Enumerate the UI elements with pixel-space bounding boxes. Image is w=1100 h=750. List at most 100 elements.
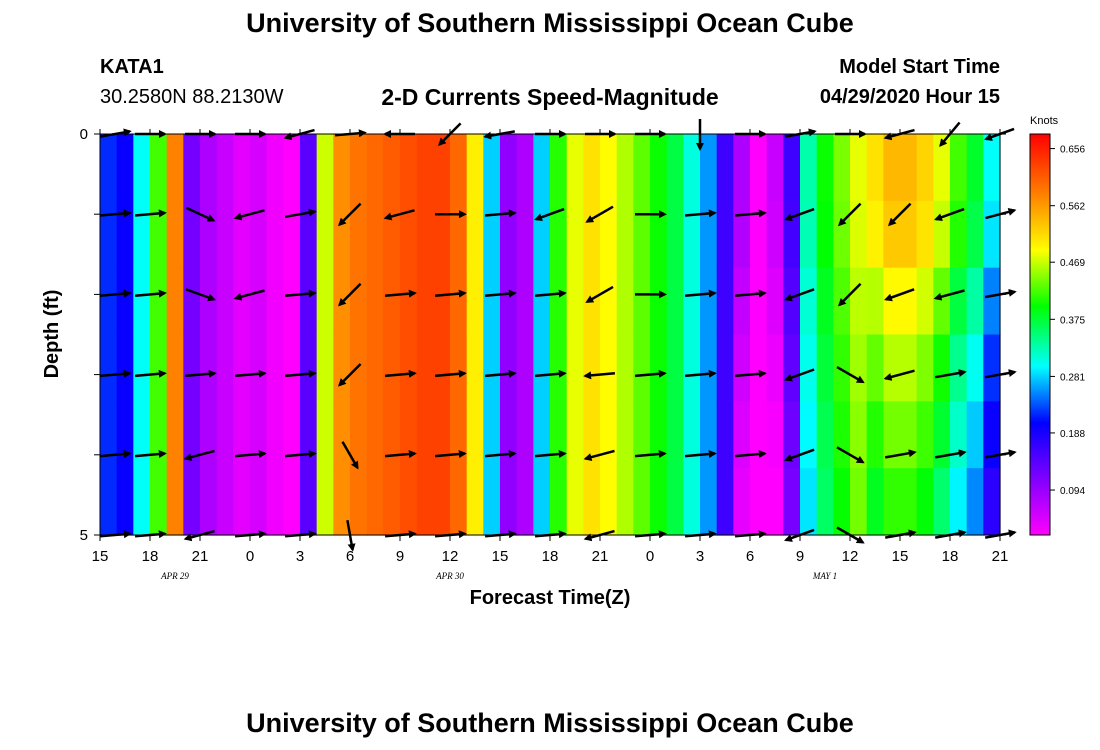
current-arrow bbox=[383, 209, 415, 221]
heatmap-cell bbox=[433, 468, 451, 536]
heatmap-cell bbox=[866, 267, 884, 336]
heatmap-cell bbox=[266, 200, 284, 269]
current-arrow bbox=[484, 289, 517, 298]
heatmap-cell bbox=[716, 267, 734, 336]
heatmap-cell bbox=[600, 134, 618, 202]
heatmap-cell bbox=[933, 267, 951, 336]
colorbar-tick-label: 0.094 bbox=[1060, 486, 1085, 497]
heatmap-cell bbox=[733, 334, 751, 402]
heatmap-cell bbox=[133, 468, 151, 536]
heatmap-cell bbox=[116, 134, 134, 202]
heatmap-cell bbox=[216, 200, 234, 269]
heatmap-cell bbox=[650, 401, 668, 469]
heatmap-cell bbox=[483, 468, 501, 536]
heatmap-cell bbox=[250, 334, 268, 402]
heatmap-cell bbox=[316, 200, 334, 269]
heatmap-cell bbox=[633, 401, 651, 469]
current-arrow bbox=[836, 366, 865, 384]
heatmap-cell bbox=[750, 134, 768, 202]
heatmap-cell bbox=[616, 134, 634, 202]
x-tick-label: 6 bbox=[746, 548, 754, 565]
heatmap-cell bbox=[233, 200, 251, 269]
x-tick-label: 3 bbox=[296, 548, 304, 565]
heatmap-cell bbox=[850, 267, 868, 336]
heatmap-cell bbox=[850, 134, 868, 202]
heatmap-cell bbox=[583, 200, 601, 269]
heatmap-cell bbox=[516, 401, 534, 469]
heatmap-cell bbox=[450, 468, 468, 536]
heatmap-cell bbox=[433, 334, 451, 402]
heatmap-cell bbox=[833, 468, 851, 536]
heatmap-cell bbox=[633, 134, 651, 202]
current-arrow bbox=[185, 288, 216, 302]
heatmap-cell bbox=[316, 267, 334, 336]
current-arrow bbox=[585, 205, 614, 223]
heatmap-cell bbox=[216, 401, 234, 469]
heatmap-cell bbox=[233, 267, 251, 336]
heatmap-cells bbox=[100, 134, 1001, 536]
heatmap-cell bbox=[266, 334, 284, 402]
heatmap-cell bbox=[133, 200, 151, 269]
heatmap-cell bbox=[650, 200, 668, 269]
heatmap-cell bbox=[416, 468, 434, 536]
heatmap-cell bbox=[366, 200, 384, 269]
heatmap-cell bbox=[183, 401, 201, 469]
heatmap-cell bbox=[666, 200, 684, 269]
x-tick-label: 18 bbox=[942, 548, 959, 565]
heatmap-cell bbox=[866, 468, 884, 536]
current-arrow bbox=[134, 450, 167, 459]
heatmap-cell bbox=[116, 401, 134, 469]
heatmap-cell bbox=[983, 401, 1001, 469]
y-axis: 05 bbox=[80, 126, 1006, 544]
heatmap-cell bbox=[183, 468, 201, 536]
heatmap-cell bbox=[166, 267, 184, 336]
current-arrow bbox=[134, 369, 167, 378]
colorbar-tick-label: 0.469 bbox=[1060, 258, 1085, 269]
heatmap-cell bbox=[750, 200, 768, 269]
current-arrow bbox=[384, 450, 417, 459]
x-tick-label: 6 bbox=[346, 548, 354, 565]
heatmap-cell bbox=[466, 267, 484, 336]
x-tick-label: 9 bbox=[796, 548, 804, 565]
current-arrow bbox=[134, 289, 167, 298]
heatmap-cell bbox=[400, 334, 418, 402]
heatmap-cell bbox=[116, 200, 134, 269]
heatmap-cell bbox=[883, 200, 901, 269]
heatmap-cell bbox=[583, 334, 601, 402]
heatmap-cell bbox=[816, 134, 834, 202]
heatmap-cell bbox=[800, 267, 818, 336]
heatmap-cell bbox=[550, 334, 568, 402]
heatmap-cell bbox=[383, 200, 401, 269]
current-arrow bbox=[184, 369, 217, 378]
heatmap-cell bbox=[333, 134, 351, 202]
heatmap-cell bbox=[250, 134, 268, 202]
current-arrow bbox=[585, 285, 614, 303]
heatmap-cell bbox=[416, 401, 434, 469]
current-arrow bbox=[836, 446, 865, 464]
current-arrow bbox=[284, 289, 317, 298]
heatmap-cell bbox=[500, 401, 518, 469]
heatmap-cell bbox=[416, 200, 434, 269]
heatmap-cell bbox=[533, 401, 551, 469]
x-tick-label: 15 bbox=[492, 548, 509, 565]
current-arrow bbox=[384, 289, 417, 298]
heatmap-cell bbox=[966, 401, 984, 469]
heatmap-cell bbox=[650, 267, 668, 336]
x-tick-label: 0 bbox=[646, 548, 654, 565]
current-arrow bbox=[233, 209, 265, 221]
heatmap-cell bbox=[200, 401, 218, 469]
heatmap-cell bbox=[166, 200, 184, 269]
x-tick-label: 12 bbox=[842, 548, 859, 565]
heatmap-cell bbox=[966, 468, 984, 536]
page-title: University of Southern Mississippi Ocean… bbox=[246, 8, 854, 38]
heatmap-cell bbox=[800, 200, 818, 269]
heatmap-cell bbox=[800, 468, 818, 536]
heatmap-cell bbox=[883, 468, 901, 536]
heatmap-cell bbox=[433, 267, 451, 336]
heatmap-cell bbox=[666, 267, 684, 336]
heatmap-cell bbox=[650, 334, 668, 402]
heatmap-cell bbox=[200, 200, 218, 269]
heatmap-cell bbox=[916, 267, 934, 336]
